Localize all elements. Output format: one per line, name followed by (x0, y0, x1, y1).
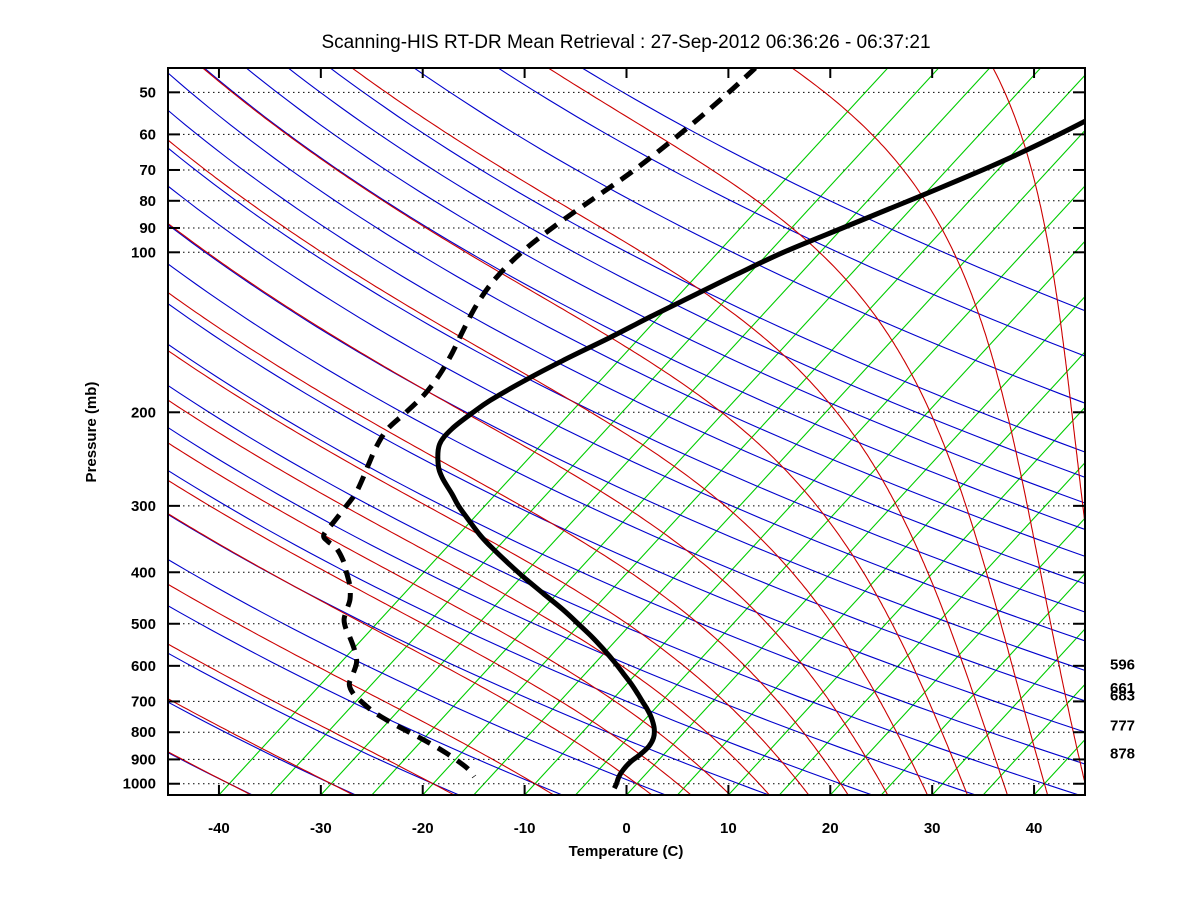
y-tick-label: 500 (131, 616, 156, 633)
x-tick-label: 0 (622, 820, 630, 837)
thermo-line (829, 517, 1085, 795)
y-tick-label: 600 (131, 658, 156, 675)
thermo-line (791, 68, 1085, 786)
y-tick-label: 60 (139, 126, 156, 143)
thermo-line (245, 68, 1085, 504)
thermo-line (168, 147, 1085, 613)
x-axis-ticks (217, 68, 1036, 795)
y-tick-label: 800 (131, 724, 156, 741)
y-tick-label: 90 (139, 220, 156, 237)
thermo-line (168, 224, 1085, 672)
y-axis-label: Pressure (mb) (83, 382, 100, 483)
x-tick-labels: -40 -30 -20 -10 0 10 20 30 40 (208, 820, 1042, 837)
thermo-line (218, 68, 889, 795)
thermo-line (472, 129, 1085, 795)
thermo-line (168, 643, 456, 795)
thermo-line (320, 68, 991, 795)
thermo-line (168, 442, 732, 795)
sounding-profiles (321, 68, 1085, 790)
thermo-line (168, 263, 1085, 702)
thermo-line (168, 222, 889, 795)
thermo-line (203, 68, 1085, 531)
y-tick-label: 80 (139, 193, 156, 210)
thermo-line (168, 469, 874, 795)
thermo-line (201, 68, 968, 795)
y-tick-labels: 50 60 70 80 90 100 200 300 400 500 600 700 800 900 100… (123, 84, 156, 792)
thermo-line (168, 384, 1081, 795)
x-tick-label: 20 (822, 820, 839, 837)
thermo-line (523, 185, 1085, 795)
right-pressure-label: 777 (1110, 718, 1135, 735)
thermo-line (351, 68, 1009, 795)
y-tick-label: 300 (131, 498, 156, 515)
thermo-line (168, 109, 1085, 585)
x-tick-label: 40 (1026, 820, 1043, 837)
thermo-line (497, 68, 1085, 357)
x-tick-label: -40 (208, 820, 230, 837)
thermo-line (421, 74, 1085, 795)
x-tick-label: -30 (310, 820, 332, 837)
y-tick-label: 400 (131, 564, 156, 581)
thermo-line (168, 303, 1085, 733)
thermo-line (168, 513, 653, 795)
right-pressure-label: 596 (1110, 656, 1135, 673)
thermo-line (168, 291, 849, 795)
thermo-line (547, 68, 1049, 795)
thermo-line (168, 605, 564, 795)
x-axis-label: Temperature (C) (569, 843, 684, 860)
thermo-line (168, 558, 668, 795)
thermo-line (168, 185, 1085, 642)
x-tick-label: 10 (720, 820, 737, 837)
page-title: Scanning-HIS RT-DR Mean Retrieval : 27-S… (321, 32, 930, 53)
dewpoint-profile-line (321, 68, 758, 779)
thermo-line (413, 68, 1085, 404)
thermo-line (329, 68, 1085, 453)
thermo-line (778, 461, 1085, 795)
thermo-line (727, 406, 1085, 795)
thermo-line (168, 349, 810, 795)
x-tick-label: -10 (514, 820, 536, 837)
thermo-line (168, 426, 978, 795)
thermo-line (168, 139, 929, 795)
thermo-line (581, 68, 1085, 312)
thermo-line (168, 479, 692, 795)
x-tick-label: -20 (412, 820, 434, 837)
temperature-profile-line (435, 118, 1085, 790)
thermo-line (168, 652, 461, 795)
thermo-line (168, 72, 1085, 557)
y-tick-label: 50 (139, 84, 156, 101)
y-tick-label: 70 (139, 162, 156, 179)
right-pressure-label: 683 (1110, 688, 1135, 705)
y-tick-label: 700 (131, 693, 156, 710)
y-tick-label: 100 (131, 244, 156, 261)
thermo-line (269, 68, 940, 795)
right-pressure-label: 661 (1110, 680, 1135, 697)
y-tick-label: 900 (131, 751, 156, 768)
thermo-line (168, 399, 771, 795)
thermo-line (168, 343, 1085, 765)
thermo-line (676, 351, 1085, 795)
thermo-line (625, 295, 1085, 795)
background-thermo-lines (168, 68, 1085, 795)
thermo-line (992, 68, 1085, 529)
right-pressure-label: 878 (1110, 746, 1135, 763)
y-tick-label: 200 (131, 404, 156, 421)
y-axis-ticks (168, 91, 1085, 785)
x-tick-label: 30 (924, 820, 941, 837)
plot-frame (167, 67, 1086, 796)
y-tick-label: 1000 (123, 776, 156, 793)
thermo-line (880, 572, 1085, 795)
thermo-line (931, 628, 1085, 795)
thermo-line (371, 68, 1042, 795)
thermo-line (168, 513, 771, 795)
